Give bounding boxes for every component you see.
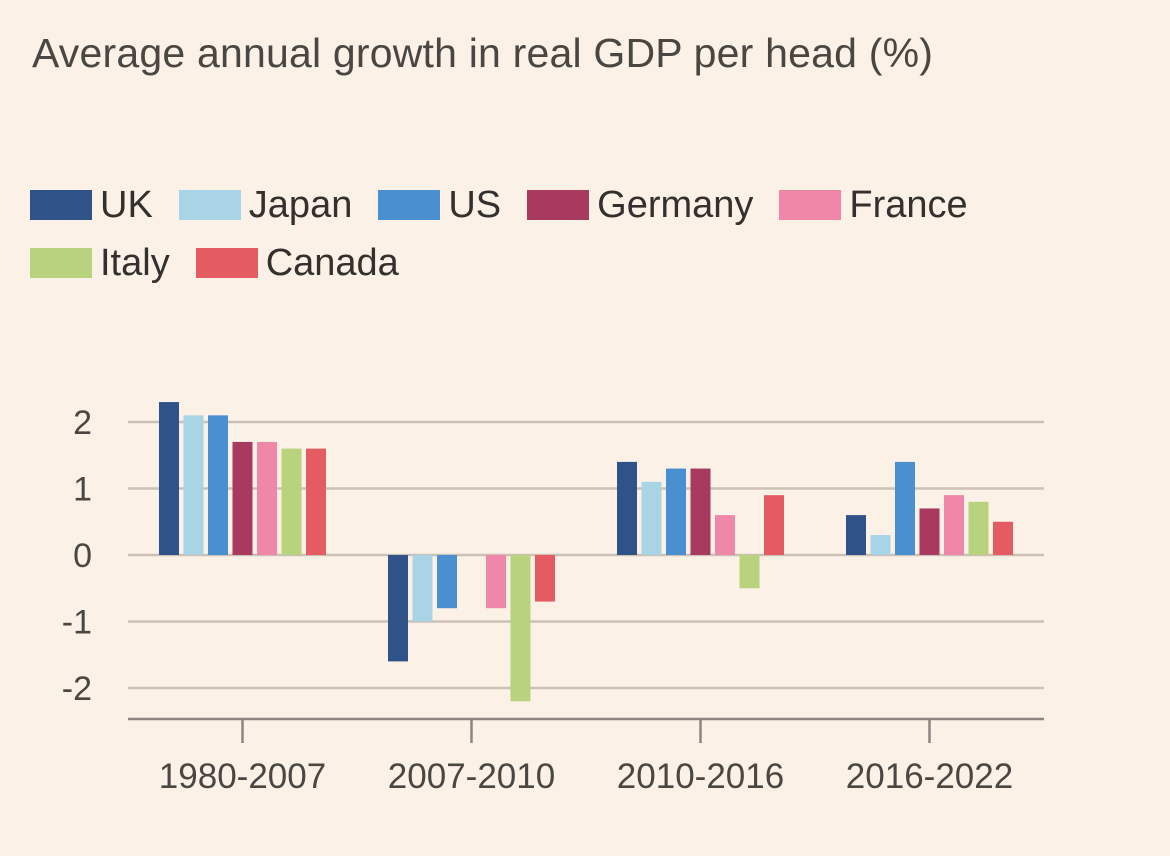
- x-tick-label-2016-2022: 2016-2022: [846, 757, 1013, 796]
- bar-germany-2016-2022: [919, 508, 940, 555]
- bar-france-2016-2022: [944, 495, 964, 555]
- legend: UK Japan US Germany France Italy Canada: [30, 176, 1130, 292]
- bar-germany-2010-2016: [690, 468, 711, 555]
- y-tick-label-minus-1: -1: [62, 604, 92, 642]
- legend-item-canada: Canada: [195, 241, 399, 285]
- bar-japan-2007-2010: [412, 555, 433, 622]
- bar-italy-1980-2007: [281, 448, 302, 555]
- bar-japan-2016-2022: [870, 535, 891, 555]
- bar-uk-1980-2007: [159, 402, 179, 555]
- bar-italy-2007-2010: [510, 555, 531, 702]
- bar-canada-2016-2022: [993, 521, 1013, 555]
- legend-swatch-japan: [178, 190, 241, 220]
- y-tick-label-0: 0: [73, 537, 92, 575]
- bar-uk-2016-2022: [846, 515, 866, 555]
- bar-us-2007-2010: [437, 555, 457, 609]
- bar-france-1980-2007: [257, 441, 277, 555]
- legend-label-us: US: [448, 183, 502, 226]
- bar-japan-2010-2016: [641, 481, 662, 555]
- legend-row-2: Italy Canada: [30, 234, 1130, 292]
- legend-label-uk: UK: [100, 183, 153, 226]
- legend-item-us: US: [378, 184, 501, 227]
- x-tick-label-2007-2010: 2007-2010: [388, 757, 555, 796]
- legend-item-germany: Germany: [527, 184, 753, 227]
- legend-label-italy: Italy: [100, 241, 170, 284]
- bar-us-2016-2022: [895, 461, 915, 555]
- y-tick-label-1: 1: [73, 471, 92, 509]
- legend-label-canada: Canada: [265, 241, 399, 284]
- legend-swatch-us: [378, 190, 441, 220]
- bar-japan-1980-2007: [183, 415, 204, 555]
- bar-france-2007-2010: [486, 555, 506, 609]
- legend-item-uk: UK: [30, 184, 153, 227]
- legend-swatch-canada: [195, 248, 258, 278]
- bar-canada-1980-2007: [306, 448, 326, 555]
- bar-canada-2007-2010: [535, 555, 555, 602]
- bar-canada-2010-2016: [764, 495, 784, 555]
- legend-row-1: UK Japan US Germany France: [30, 176, 1130, 234]
- legend-swatch-france: [779, 190, 842, 220]
- bar-germany-1980-2007: [232, 441, 253, 555]
- y-tick-label-minus-2: -2: [62, 670, 92, 708]
- legend-label-germany: Germany: [597, 183, 754, 226]
- legend-label-france: France: [849, 183, 968, 226]
- bar-us-1980-2007: [208, 415, 228, 555]
- legend-swatch-italy: [30, 248, 92, 278]
- bar-uk-2007-2010: [388, 555, 408, 662]
- legend-item-japan: Japan: [178, 183, 353, 227]
- bar-italy-2010-2016: [739, 555, 760, 589]
- bar-uk-2010-2016: [617, 461, 637, 555]
- x-tick-label-2010-2016: 2010-2016: [617, 757, 784, 796]
- y-tick-label-2: 2: [73, 404, 92, 442]
- x-tick-label-1980-2007: 1980-2007: [159, 757, 326, 796]
- bar-italy-2016-2022: [968, 501, 989, 555]
- bar-france-2010-2016: [715, 515, 735, 555]
- bar-us-2010-2016: [666, 468, 686, 555]
- legend-swatch-germany: [527, 190, 590, 220]
- legend-item-italy: Italy: [30, 242, 170, 285]
- legend-label-japan: Japan: [248, 183, 353, 226]
- legend-swatch-uk: [30, 190, 92, 220]
- legend-item-france: France: [779, 183, 968, 227]
- chart-title: Average annual growth in real GDP per he…: [32, 30, 934, 76]
